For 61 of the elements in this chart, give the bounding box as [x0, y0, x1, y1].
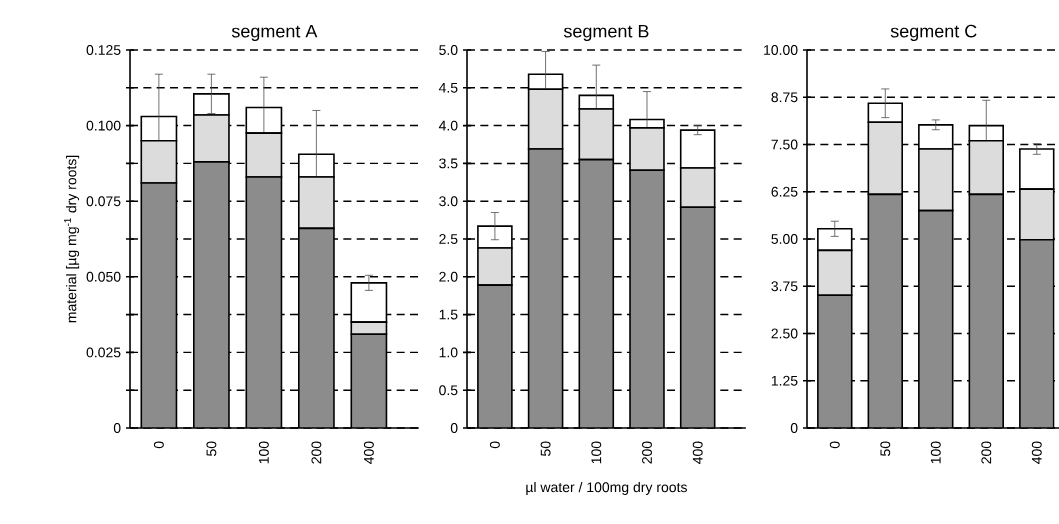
y-tick-label: 2.50 [771, 328, 798, 339]
y-tick-label: 3.75 [771, 281, 798, 292]
bar [1019, 238, 1055, 428]
bar [630, 170, 664, 428]
x-tick-label: 0 [489, 441, 500, 449]
y-tick-label: 1.5 [439, 309, 458, 320]
y-tick-label: 8.75 [771, 92, 798, 103]
x-tick-label: 0 [829, 441, 840, 449]
y-tick-label: 6.25 [771, 186, 798, 197]
y-tick-label: 0.025 [86, 347, 121, 358]
y-tick-label: 0.075 [86, 196, 121, 207]
bar [193, 161, 229, 428]
y-tick-label: 10.00 [764, 45, 798, 55]
bar [579, 159, 614, 428]
y-axis-title: material [µg mg$^{-1}$ dry roots] [64, 155, 80, 323]
bar [528, 149, 563, 428]
y-tick-label: 2.0 [439, 271, 458, 282]
y-tick-label: 3.5 [439, 158, 458, 169]
y-tick-label: 0.5 [439, 385, 458, 396]
bar [298, 228, 334, 428]
bar [918, 210, 953, 428]
y-tick-label: 3.0 [439, 196, 458, 207]
bar [246, 177, 282, 428]
x-tick-label: 200 [981, 441, 992, 464]
y-tick-label: 5.00 [771, 234, 798, 244]
y-tick-label: 0 [113, 423, 121, 433]
x-tick-label: 50 [880, 441, 891, 456]
y-tick-label: 1.25 [771, 375, 798, 386]
y-tick-label: 0.050 [86, 271, 121, 282]
x-tick-label: 400 [1031, 441, 1042, 464]
x-tick-label: 100 [930, 441, 941, 464]
x-tick-label: 400 [692, 441, 703, 464]
x-tick-label: 50 [206, 441, 217, 456]
bar [969, 194, 1004, 428]
bar [350, 333, 388, 428]
bar [868, 194, 903, 428]
chart-title: segment C [890, 24, 977, 42]
bar [817, 295, 852, 428]
y-tick-label: 2.5 [439, 234, 458, 244]
chart-title: segment B [563, 24, 649, 42]
y-tick-label: 4.5 [438, 82, 458, 93]
chart-title: segment A [231, 24, 318, 42]
bar [477, 285, 512, 428]
x-tick-label: 200 [642, 441, 652, 464]
bar [141, 183, 177, 428]
y-tick-label: 4.0 [438, 120, 458, 131]
x-tick-label: 100 [258, 441, 269, 464]
bar [679, 206, 716, 428]
x-axis-title: µl water / 100mg dry roots [526, 481, 687, 495]
y-tick-label: 5.0 [439, 45, 458, 55]
y-tick-label: 7.50 [771, 139, 798, 150]
y-tick-label: 0 [450, 423, 458, 433]
y-tick-label: 0 [790, 423, 798, 433]
x-tick-label: 0 [153, 441, 164, 449]
y-tick-label: 1.0 [439, 347, 458, 358]
y-tick-label: 0.100 [86, 120, 121, 131]
x-tick-label: 100 [591, 441, 602, 464]
y-tick-label: 0.125 [86, 45, 121, 55]
x-tick-label: 400 [363, 441, 374, 464]
x-tick-label: 50 [540, 441, 551, 456]
x-tick-label: 200 [311, 441, 322, 464]
